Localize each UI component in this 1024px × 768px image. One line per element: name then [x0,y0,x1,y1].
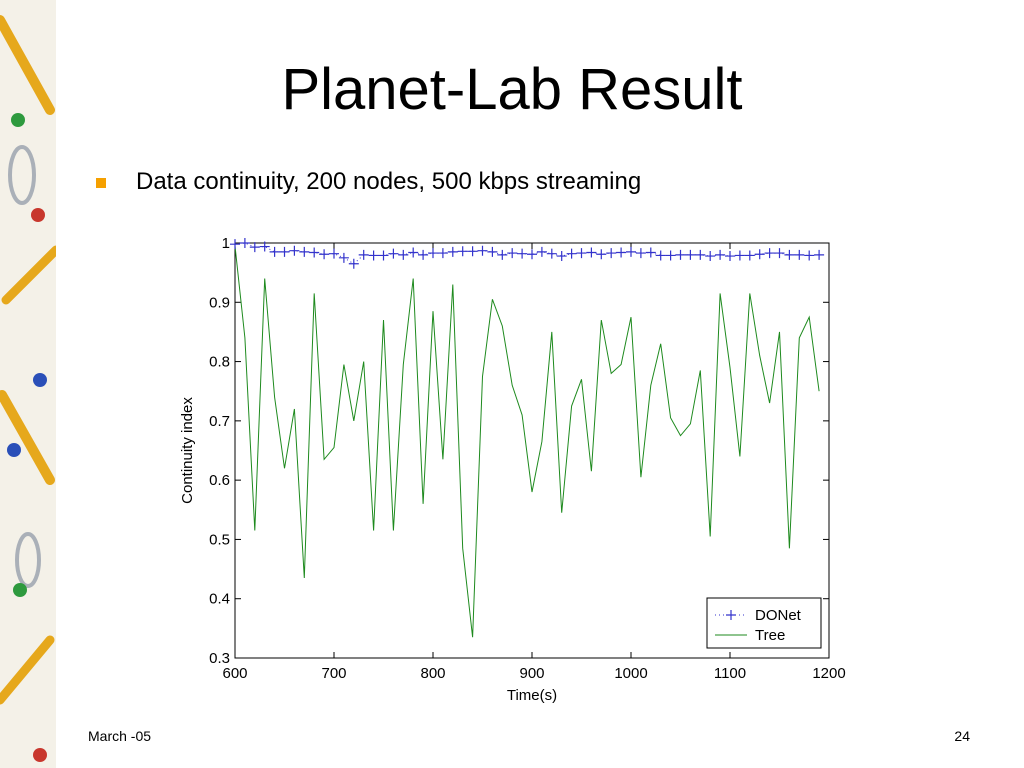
donet-point [606,248,617,259]
donet-point [477,245,488,256]
donet-point [309,247,320,258]
donet-point [249,242,260,253]
donet-point [774,248,785,259]
bullet-square-icon [96,178,106,188]
donet-point [586,247,597,258]
donet-point [378,250,389,261]
donet-point [566,248,577,259]
donet-point [764,248,775,259]
footer-date: March -05 [88,728,152,744]
donet-point [517,248,528,259]
donet-point [685,249,696,260]
donet-point [418,249,429,260]
donet-point [428,248,438,259]
x-axis-label: Time(s) [507,687,557,704]
donet-point [734,250,745,261]
donet-point [527,249,537,260]
y-tick-label: 0.3 [209,650,230,667]
legend-box [706,597,822,649]
donet-point [546,248,557,259]
donet-point [289,245,300,256]
y-tick-label: 0.7 [209,413,230,430]
donet-point [408,247,419,258]
donet-point [467,246,478,257]
donet-point [487,246,498,257]
chart-series [230,238,825,638]
donet-point [388,248,399,259]
x-tick-label: 700 [321,665,346,682]
tree-line [234,245,820,638]
donet-point [437,248,448,259]
donet-point [744,250,755,261]
donet-point [576,248,587,259]
donet-point [497,249,508,260]
donet-point [705,251,716,262]
x-tick-label: 1200 [812,665,845,682]
donet-point [457,246,468,257]
donet-point [319,249,330,260]
donet-point [279,246,290,257]
bullet-text: Data continuity, 200 nodes, 500 kbps str… [136,168,642,195]
donet-point [398,249,409,260]
continuity-chart: 600 700 800 900 1000 1100 1200 0.3 0.4 0.5 0.6 0.7 0… [179,235,846,704]
donet-point [358,249,369,260]
donet-point [754,249,765,260]
y-axis-label: Continuity index [179,397,196,504]
donet-point [645,247,656,258]
donet-point [596,249,607,260]
side-decoration [0,0,56,768]
donet-point [655,250,666,261]
donet-point [556,251,567,262]
donet-point [635,248,646,259]
donet-point [329,248,339,259]
y-tick-label: 0.9 [209,294,230,311]
slide-title: Planet-Lab Result [281,57,743,122]
donet-point [348,258,359,269]
chart-axes: 600 700 800 900 1000 1100 1200 0.3 0.4 0.5 0.6 0.7 0… [179,235,846,704]
donet-point [259,241,270,252]
y-tick-label: 1 [222,235,230,252]
x-tick-label: 1100 [714,665,746,682]
donet-point [665,250,676,261]
legend-tree-label: Tree [755,627,785,644]
donet-point [725,251,735,262]
chart-legend: DONet Tree [706,597,822,649]
legend-donet-marker [726,610,736,620]
donet-point [269,246,280,257]
donet-point [338,252,349,263]
page-number: 24 [954,728,970,744]
donet-point [794,249,805,260]
donet-point [447,246,458,257]
donet-point [299,246,310,257]
donet-point [626,246,636,257]
donet-point [230,239,240,250]
donet-point [804,250,815,261]
donet-point [507,248,518,259]
donet-point [616,247,627,258]
y-tick-label: 0.8 [209,354,230,371]
x-tick-label: 600 [222,665,247,682]
x-tick-label: 900 [519,665,544,682]
x-tick-label: 800 [420,665,445,682]
donet-point [536,246,547,257]
donet-point [695,249,706,260]
donet-point [715,249,726,260]
donet-point [814,249,825,260]
y-tick-label: 0.4 [209,591,230,608]
donet-point [368,250,379,261]
donet-point [239,238,250,248]
legend-donet-label: DONet [755,607,802,624]
x-tick-label: 1000 [614,665,647,682]
donet-point [675,249,686,260]
y-tick-label: 0.6 [209,472,230,489]
donet-point [784,249,795,260]
y-tick-label: 0.5 [209,531,230,548]
